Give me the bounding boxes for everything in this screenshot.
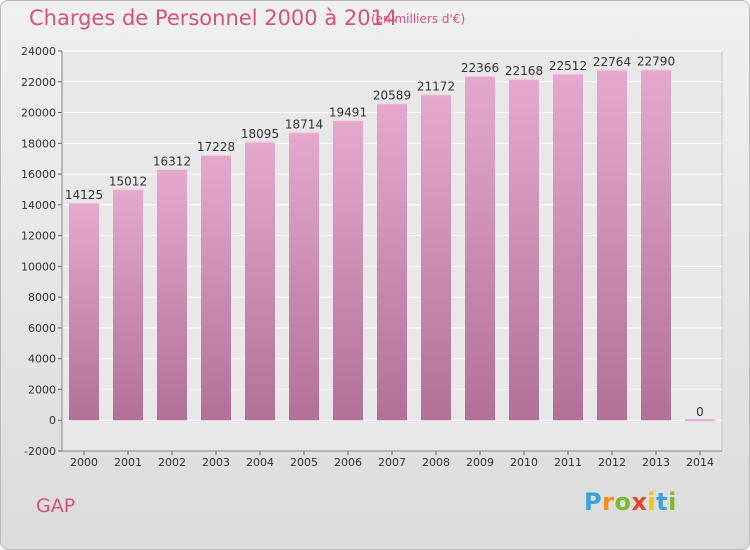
x-tick-label: 2005 xyxy=(290,456,318,469)
bar-2005 xyxy=(289,132,319,421)
data-label: 22168 xyxy=(505,64,543,78)
y-tick-label: 22000 xyxy=(21,76,56,89)
x-tick-label: 2010 xyxy=(510,456,538,469)
y-tick-label: 16000 xyxy=(21,168,56,181)
data-label: 18095 xyxy=(241,127,279,141)
logo-letter: P xyxy=(584,488,603,516)
data-labels: 14125 15012 16312 17228 18095 18714 19491 20589… xyxy=(65,55,704,420)
data-label: 21172 xyxy=(417,80,455,94)
logo-letter: r xyxy=(602,488,615,516)
logo-letter: i xyxy=(647,488,657,516)
y-tick-label: 6000 xyxy=(28,322,56,335)
bar-2002 xyxy=(157,169,187,421)
bar-2011 xyxy=(553,73,583,421)
y-tick-label: 14000 xyxy=(21,199,56,212)
data-label: 19491 xyxy=(329,105,367,119)
location-label: GAP xyxy=(36,495,76,517)
logo-letter: x xyxy=(631,488,648,516)
y-tick-label: -2000 xyxy=(24,445,56,458)
y-tick-label: 4000 xyxy=(28,353,56,366)
bar-2008 xyxy=(421,94,451,421)
data-label: 22764 xyxy=(593,55,631,69)
logo-letter: t xyxy=(656,488,669,516)
y-tick-label: 20000 xyxy=(21,107,56,120)
y-tick-label: 18000 xyxy=(21,137,56,150)
bar-2000 xyxy=(69,202,99,421)
proxiti-logo[interactable]: Proxiti xyxy=(584,488,677,516)
x-tick-label: 2012 xyxy=(598,456,626,469)
y-tick-label: 0 xyxy=(49,414,56,427)
y-tick-label: 12000 xyxy=(21,230,56,243)
y-tick-label: 10000 xyxy=(21,260,56,273)
bar-2010 xyxy=(509,79,539,421)
y-tick-label: 2000 xyxy=(28,383,56,396)
x-tick-label: 2014 xyxy=(686,456,714,469)
data-label: 22512 xyxy=(549,59,587,73)
chart-subtitle: (en milliers d'€) xyxy=(371,12,466,26)
bar-2003 xyxy=(201,155,231,421)
bar-2009 xyxy=(465,76,495,421)
x-axis: 2000 2001 2002 2003 2004 2005 2006 2007 2008 2009… xyxy=(70,451,714,469)
bar-2004 xyxy=(245,141,275,421)
data-label: 22366 xyxy=(461,61,499,75)
bars xyxy=(69,68,715,422)
x-tick-label: 2009 xyxy=(466,456,494,469)
logo-letter: i xyxy=(668,488,677,516)
x-tick-label: 2004 xyxy=(246,456,274,469)
x-tick-label: 2001 xyxy=(114,456,142,469)
y-tick-label: 8000 xyxy=(28,291,56,304)
x-tick-label: 2013 xyxy=(642,456,670,469)
data-label: 18714 xyxy=(285,117,323,131)
bar-2006 xyxy=(333,120,363,421)
x-tick-label: 2008 xyxy=(422,456,450,469)
chart-title: Charges de Personnel 2000 à 2014 xyxy=(29,6,398,30)
data-label: 15012 xyxy=(109,174,147,188)
bar-2007 xyxy=(377,103,407,421)
data-label: 20589 xyxy=(373,88,411,102)
bar-2001 xyxy=(113,189,143,421)
data-label: 16312 xyxy=(153,154,191,168)
x-tick-label: 2002 xyxy=(158,456,186,469)
logo-letter: o xyxy=(614,488,632,516)
x-tick-label: 2011 xyxy=(554,456,582,469)
y-tick-label: 24000 xyxy=(21,45,56,58)
data-label: 0 xyxy=(696,405,704,419)
x-tick-label: 2007 xyxy=(378,456,406,469)
data-label: 14125 xyxy=(65,188,103,202)
x-tick-label: 2003 xyxy=(202,456,230,469)
data-label: 17228 xyxy=(197,140,235,154)
data-label: 22790 xyxy=(637,55,675,69)
x-tick-label: 2000 xyxy=(70,456,98,469)
bar-2012 xyxy=(597,70,627,421)
x-tick-label: 2006 xyxy=(334,456,362,469)
bar-2013 xyxy=(641,69,671,421)
